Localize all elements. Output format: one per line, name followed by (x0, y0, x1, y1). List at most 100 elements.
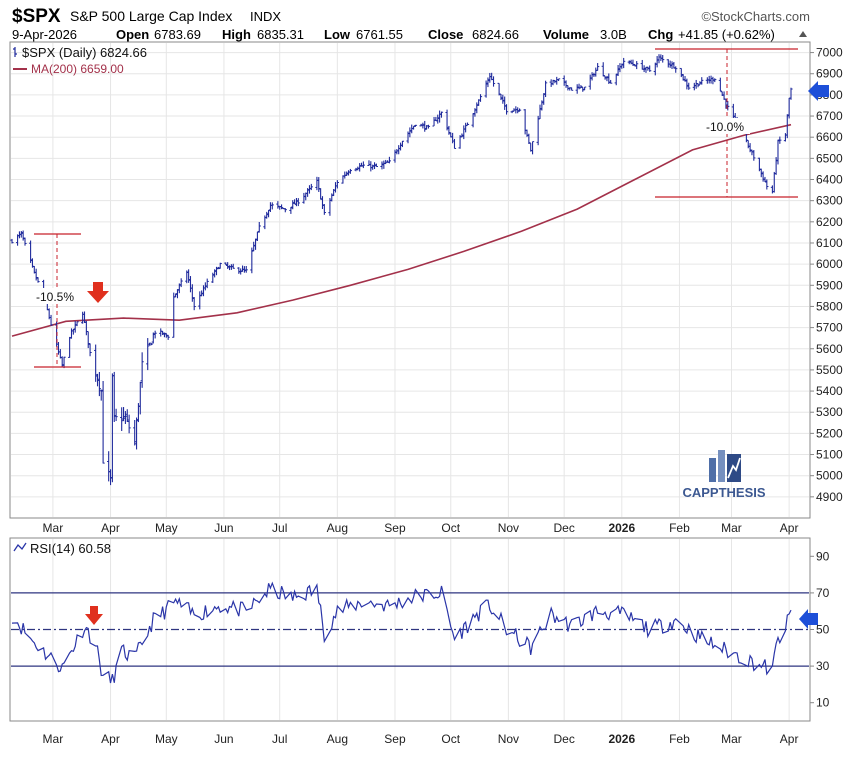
ohlc-bar-5 (23, 237, 27, 246)
ohlc-bar-120 (322, 204, 326, 215)
ma200-line (11, 123, 792, 337)
price-panel (9, 41, 811, 519)
ohlc-bar-45 (127, 414, 131, 434)
logo-bar-2 (718, 450, 725, 482)
ohlc-bar-235 (622, 57, 626, 69)
price-x-tick-aug-5: Aug (327, 521, 348, 535)
rsi-blue-left-arrow-icon (799, 609, 818, 629)
rsi-x-tick-oct-7: Oct (441, 732, 460, 746)
price-x-tick-nov-8: Nov (498, 521, 519, 535)
rsi-legend: RSI(14) 60.58 (13, 541, 111, 556)
price-y-tick-6000: 6000 (816, 257, 843, 271)
rsi-legend-text: RSI(14) 60.58 (30, 541, 111, 556)
ohlc-bar-265 (700, 77, 704, 85)
price-y-tick-6100: 6100 (816, 236, 843, 250)
ohlc-bar-225 (596, 63, 600, 72)
rsi-y-tick-10: 10 (816, 696, 830, 710)
rsi-y-tick-90: 90 (816, 549, 830, 563)
logo-text: CAPPTHESIS (682, 485, 765, 500)
price-y-tick-6700: 6700 (816, 109, 843, 123)
ohlc-bar-25 (75, 321, 79, 327)
rsi-x-tick-mar-0: Mar (43, 732, 64, 746)
rsi-x-tick-jun-3: Jun (214, 732, 233, 746)
rsi-x-tick-sep-6: Sep (384, 732, 406, 746)
rsi-x-tick-nov-8: Nov (498, 732, 519, 746)
left-drawdown-label: -10.5% (36, 290, 74, 304)
ohlc-bar-218 (579, 85, 583, 89)
chg-value: +41.85 (+0.62%) (678, 27, 775, 42)
ohlc-bar-10 (36, 277, 40, 283)
ohlc-bar-155 (413, 124, 418, 127)
ohlc-bar-260 (687, 82, 691, 90)
price-x-tick-2026-10: 2026 (608, 521, 635, 535)
ohlc-bar-210 (557, 78, 561, 82)
ohlc-bar-215 (570, 87, 574, 91)
close-label: Close (428, 27, 463, 42)
ohlc-bar-275 (726, 101, 730, 111)
rsi-y-tick-30: 30 (816, 659, 830, 673)
ohlc-bar-299 (789, 87, 793, 100)
price-y-tick-5900: 5900 (816, 278, 843, 292)
ohlc-bar-50 (140, 352, 144, 388)
price-x-tick-may-2: May (155, 521, 178, 535)
ohlc-bar-175 (465, 122, 470, 126)
price-y-tick-6400: 6400 (816, 173, 843, 187)
ohlc-bar-95 (257, 222, 261, 233)
high-label: High (222, 27, 251, 42)
ohlc-bar-160 (426, 124, 431, 129)
rsi-x-tick-may-2: May (155, 732, 178, 746)
ohlc-bar-185 (491, 76, 496, 87)
ohlc-bar-70 (192, 297, 196, 311)
ohlc-bar-60 (166, 334, 170, 340)
red-down-arrow-icon (87, 282, 109, 303)
ohlc-bar-190 (504, 104, 509, 115)
ohlc-bar-80 (218, 262, 222, 269)
price-x-tick-dec-9: Dec (553, 521, 574, 535)
ohlc-bar-226 (601, 62, 605, 77)
price-y-tick-5800: 5800 (816, 299, 843, 313)
blue-left-arrow-icon (808, 81, 829, 101)
price-y-tick-5100: 5100 (816, 448, 843, 462)
volume-value: 3.0B (600, 27, 627, 42)
rsi-y-axis: 10 30 50 70 90 (810, 549, 830, 710)
price-y-tick-5600: 5600 (816, 342, 843, 356)
rsi-x-tick-2026-10: 2026 (608, 732, 635, 746)
price-y-tick-5500: 5500 (816, 363, 843, 377)
price-y-tick-6500: 6500 (816, 151, 843, 165)
rsi-grid (11, 539, 809, 720)
ohlc-bar-220 (583, 86, 587, 91)
rsi-x-tick-aug-5: Aug (327, 732, 348, 746)
ohlc-bar-295 (778, 136, 782, 144)
chg-up-icon (799, 31, 807, 37)
ohlc-bars (10, 54, 793, 486)
ohlc-bar-105 (283, 208, 287, 213)
price-y-tick-4900: 4900 (816, 490, 843, 504)
ohlc-bar-145 (387, 156, 392, 164)
ohlc-bar-110 (296, 198, 300, 207)
rsi-x-tick-dec-9: Dec (553, 732, 574, 746)
low-label: Low (324, 27, 351, 42)
ohlc-bar-255 (674, 66, 678, 73)
header-name: S&P 500 Large Cap Index (70, 8, 232, 24)
ohlc-bar-135 (361, 161, 365, 169)
right-drawdown-label: -10.0% (706, 120, 744, 134)
right-drawdown: -10.0% (655, 48, 798, 198)
ohlc-bar-130 (348, 168, 352, 174)
ohlc-bar-240 (635, 61, 639, 70)
ohlc-bar-35 (101, 380, 105, 464)
ohlc-bar-250 (661, 54, 665, 63)
rsi-x-tick-jul-4: Jul (272, 732, 287, 746)
ohlc-bar-271 (718, 77, 722, 92)
rsi-y-tick-70: 70 (816, 586, 830, 600)
header-exchange: INDX (250, 9, 281, 24)
open-label: Open (116, 27, 149, 42)
price-x-tick-sep-6: Sep (384, 521, 406, 535)
ohlc-bar-125 (335, 180, 339, 189)
price-y-tick-5400: 5400 (816, 384, 843, 398)
volume-label: Volume (543, 27, 589, 42)
ohlc-bar-170 (452, 138, 457, 149)
price-x-tick-jul-4: Jul (272, 521, 287, 535)
ohlc-bar-65 (179, 278, 183, 288)
ohlc-bar-198 (527, 133, 531, 144)
